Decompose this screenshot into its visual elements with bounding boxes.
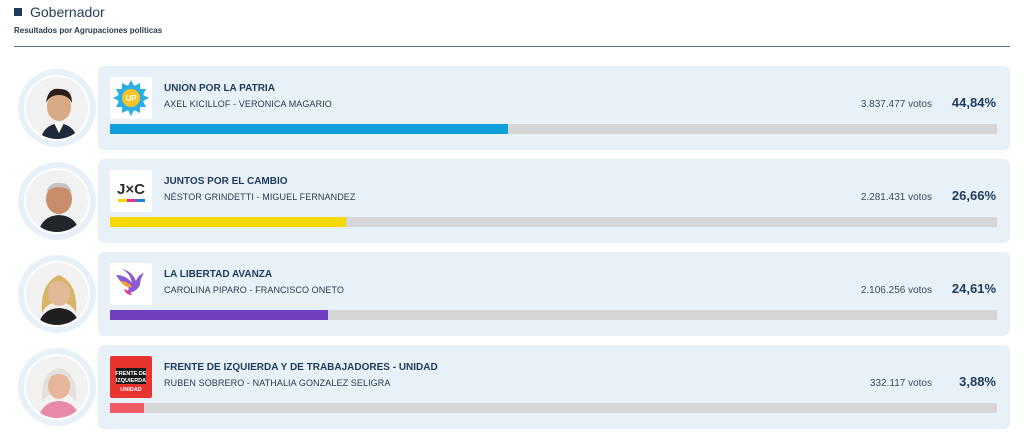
vote-count: 3.837.477 votos (860, 99, 932, 110)
section-header: Gobernador Resultados por Agrupaciones p… (14, 4, 1010, 35)
candidate-avatar (24, 168, 90, 234)
progress-fill (110, 217, 347, 227)
result-card: J×C JUNTOS POR EL CAMBIO NÉSTOR GRINDETT… (18, 159, 1010, 243)
logo-text: J×C (117, 181, 145, 198)
candidate-photo-icon (26, 356, 88, 418)
candidate-names: RUBEN SOBRERO - NATHALIA GONZALEZ SELIGR… (164, 378, 391, 388)
card-background (98, 345, 1010, 429)
progress-fill (110, 403, 145, 413)
progress-track (110, 217, 997, 227)
progress-track (110, 124, 997, 134)
card-background (98, 252, 1010, 336)
party-name: UNION POR LA PATRIA (164, 83, 275, 94)
candidate-names: NÉSTOR GRINDETTI - MIGUEL FERNANDEZ (164, 192, 356, 202)
frente-de-izquierda-logo: FRENTE DE IZQUIERDA UNIDAD (110, 356, 152, 398)
card-background (98, 159, 1010, 243)
results-list: UP UNION POR LA PATRIA AXEL KICILLOF - V… (18, 66, 1010, 436)
page-title: Gobernador (30, 4, 105, 20)
candidate-avatar (24, 354, 90, 420)
candidate-avatar (24, 261, 90, 327)
title-row: Gobernador (14, 4, 1010, 20)
logo-text: IZQUIERDA (116, 378, 146, 384)
party-logo (110, 263, 152, 305)
vote-percentage: 3,88% (959, 374, 996, 389)
card-background (98, 66, 1010, 150)
juntos-por-el-cambio-logo: J×C (110, 170, 152, 212)
candidate-photo-icon (26, 170, 88, 232)
vote-count: 2.106.256 votos (860, 285, 932, 296)
logo-text: FRENTE DE (115, 371, 147, 377)
candidate-avatar (24, 75, 90, 141)
party-name: JUNTOS POR EL CAMBIO (164, 176, 288, 187)
la-libertad-avanza-logo (110, 263, 152, 305)
progress-track (110, 403, 997, 413)
party-logo: UP (110, 77, 152, 119)
candidate-names: AXEL KICILLOF - VERONICA MAGARIO (164, 99, 332, 109)
vote-percentage: 44,84% (951, 95, 996, 110)
logo-text: UNIDAD (120, 387, 141, 393)
header-divider (14, 46, 1010, 47)
vote-count: 332.117 votos (869, 378, 932, 389)
candidate-names: CAROLINA PIPARO - FRANCISCO ONETO (164, 285, 344, 295)
page-subtitle: Resultados por Agrupaciones políticas (14, 26, 163, 35)
candidate-photo-icon (26, 77, 88, 139)
vote-percentage: 26,66% (951, 188, 996, 203)
result-card: FRENTE DE IZQUIERDA UNIDAD FRENTE DE IZQ… (18, 345, 1010, 429)
party-logo: J×C (110, 170, 152, 212)
party-logo: FRENTE DE IZQUIERDA UNIDAD (110, 356, 152, 398)
party-name: LA LIBERTAD AVANZA (164, 269, 273, 280)
party-name: FRENTE DE IZQUIERDA Y DE TRABAJADORES - … (164, 362, 438, 373)
vote-count: 2.281.431 votos (860, 192, 932, 203)
result-card: UP UNION POR LA PATRIA AXEL KICILLOF - V… (18, 66, 1010, 150)
progress-track (110, 310, 997, 320)
logo-text: UP (125, 94, 137, 103)
candidate-photo-icon (26, 263, 88, 325)
result-card: LA LIBERTAD AVANZA CAROLINA PIPARO - FRA… (18, 252, 1010, 336)
vote-percentage: 24,61% (951, 281, 996, 296)
union-por-la-patria-logo: UP (110, 77, 152, 119)
progress-fill (110, 124, 508, 134)
progress-fill (110, 310, 329, 320)
square-bullet-icon (14, 8, 22, 16)
